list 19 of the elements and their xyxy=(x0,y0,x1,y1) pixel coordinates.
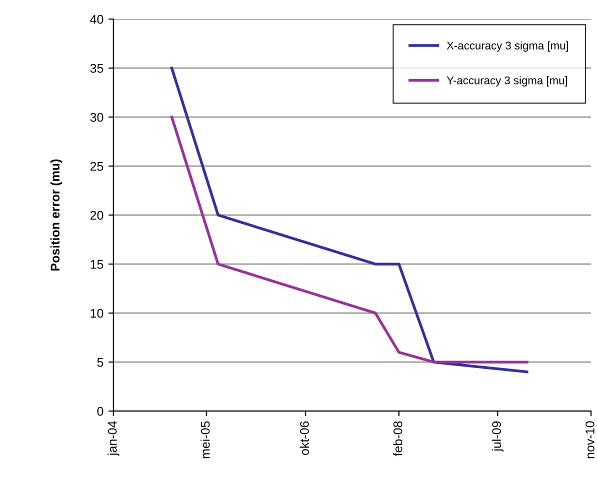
x-tick-label: jul-09 xyxy=(492,421,504,452)
x-tick-label: jan-04 xyxy=(108,421,120,456)
y-tick-label: 5 xyxy=(97,358,104,367)
y-tick-label: 30 xyxy=(90,112,104,122)
x-tick-label: nov-10 xyxy=(586,421,594,458)
y-tick-label: 25 xyxy=(90,162,104,171)
x-tick-label: okt-06 xyxy=(300,421,309,456)
y-axis-title: Position error (mu) xyxy=(50,159,62,271)
y-tick-label: 35 xyxy=(90,64,104,73)
legend-label: Y-accuracy 3 sigma [mu] xyxy=(446,76,568,86)
y-tick-label: 0 xyxy=(97,406,104,416)
legend-label: X-accuracy 3 sigma [mu] xyxy=(446,41,568,52)
line-series xyxy=(170,116,528,364)
y-tick-label: 20 xyxy=(90,210,104,220)
x-tick-label: mei-05 xyxy=(200,421,210,458)
x-tick-label: feb-08 xyxy=(393,421,402,456)
y-tick-label: 40 xyxy=(90,14,104,24)
y-tick-label: 10 xyxy=(90,308,104,318)
y-tick-label: 15 xyxy=(90,260,104,269)
